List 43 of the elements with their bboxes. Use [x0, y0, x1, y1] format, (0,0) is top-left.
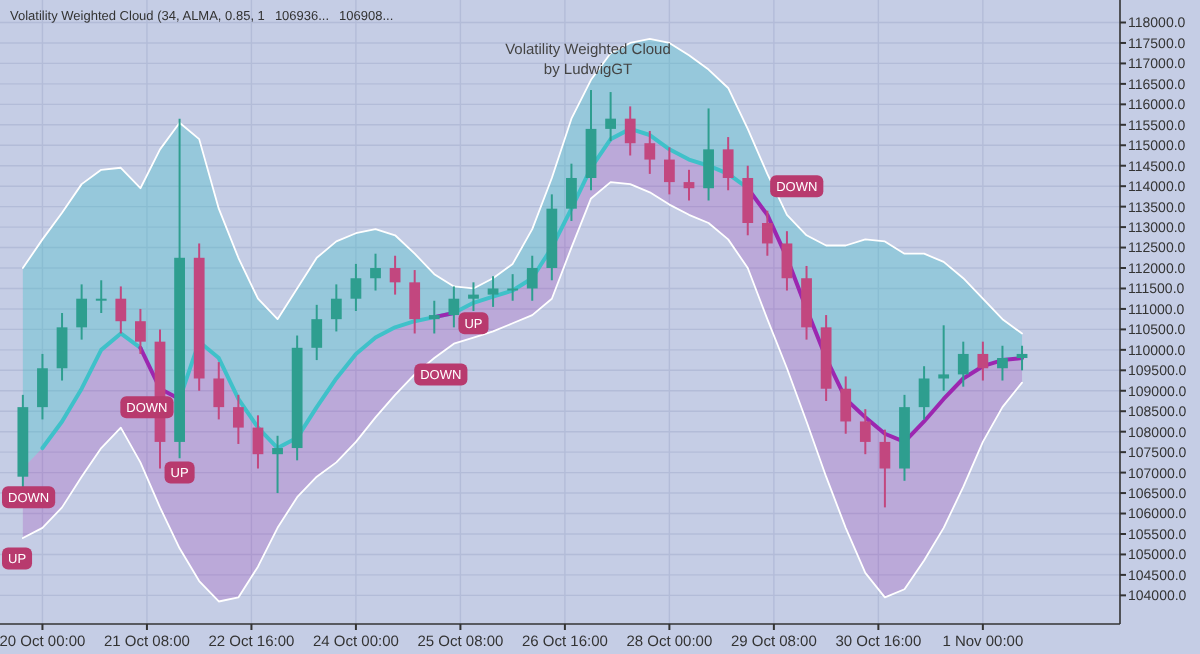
- candlestick: [781, 230, 793, 292]
- candlestick: [389, 254, 401, 296]
- candlestick: [566, 162, 577, 222]
- candlestick: [330, 283, 342, 333]
- candlestick: [605, 91, 616, 143]
- candlestick: [487, 275, 499, 308]
- candlestick: [1016, 344, 1028, 372]
- candlestick: [428, 299, 440, 335]
- candlestick: [507, 273, 519, 302]
- candlestick: [448, 285, 460, 329]
- candlestick: [95, 279, 107, 315]
- candlestick: [56, 312, 68, 382]
- candlestick: [722, 136, 734, 192]
- candlestick: [761, 209, 773, 257]
- candlestick: [703, 107, 714, 202]
- candlestick: [997, 344, 1008, 382]
- candlestick: [272, 434, 283, 495]
- candlestick: [37, 352, 48, 421]
- candlestick: [76, 283, 88, 341]
- candlestick: [135, 307, 146, 355]
- candlestick: [468, 281, 479, 312]
- candlestick: [918, 365, 930, 421]
- candlestick: [859, 408, 871, 456]
- candlestick: [252, 414, 264, 470]
- candlestick: [840, 375, 852, 435]
- candlestick: [624, 105, 636, 157]
- candlestick: [350, 262, 362, 312]
- candlestick: [213, 361, 225, 421]
- line-series: [21, 37, 1023, 335]
- candlestick: [879, 428, 891, 509]
- candlestick: [664, 146, 675, 196]
- candlestick: [683, 168, 695, 202]
- candlestick: [977, 340, 989, 382]
- candlestick: [115, 285, 127, 335]
- candlestick: [742, 164, 754, 237]
- candlestick: [938, 324, 950, 392]
- candlestick: [311, 303, 323, 362]
- candlestick: [370, 252, 381, 292]
- candlestick: [644, 129, 656, 175]
- candlestick: [526, 254, 538, 302]
- candlestick: [957, 340, 969, 388]
- candlestick: [232, 393, 244, 445]
- candlestick: [409, 269, 421, 335]
